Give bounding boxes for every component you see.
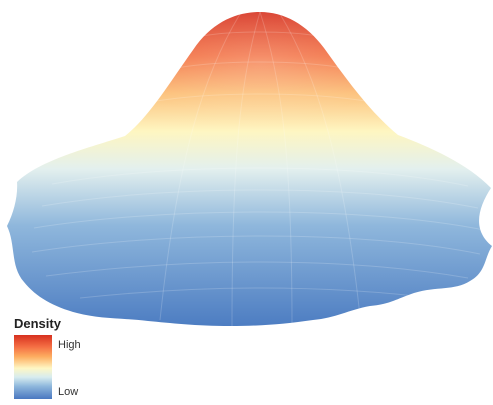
surface-highlight: [125, 12, 398, 158]
density-legend: Density High Low: [12, 316, 132, 402]
legend-color-bar: [14, 335, 52, 399]
legend-title: Density: [14, 316, 61, 331]
surface-contours: [31, 11, 485, 327]
density-surface-shape: [7, 12, 492, 326]
legend-high-label: High: [58, 339, 81, 351]
legend-low-label: Low: [58, 386, 79, 398]
